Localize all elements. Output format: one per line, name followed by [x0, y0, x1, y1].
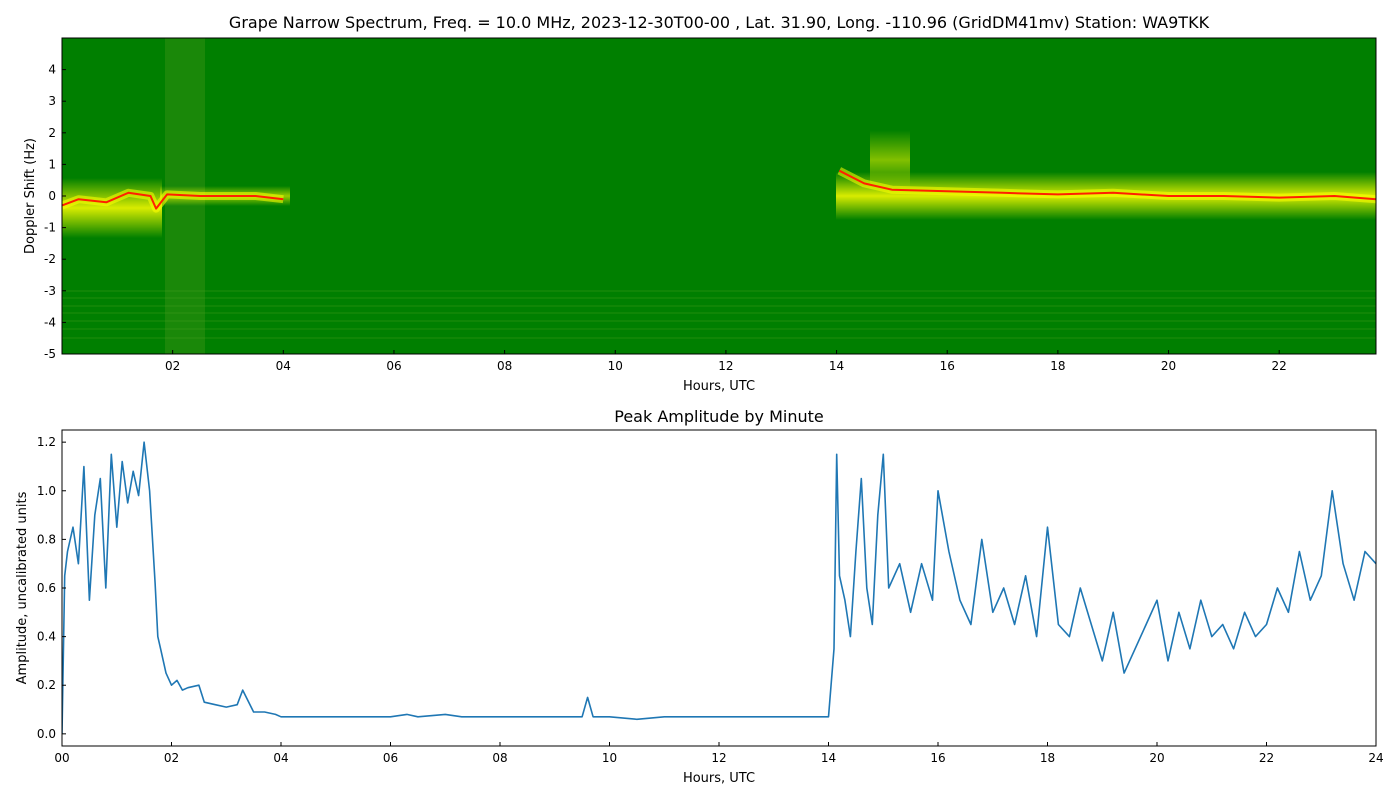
amplitude-y-tick-label: 0.6	[37, 581, 56, 595]
amplitude-x-tick-label: 18	[1040, 751, 1055, 765]
spectrogram-x-tick-label: 14	[829, 359, 844, 373]
amplitude-line-0	[62, 441, 1376, 734]
amplitude-y-tick-label: 1.2	[37, 435, 56, 449]
amplitude-x-tick-label: 20	[1149, 751, 1164, 765]
spectrogram-glow-burst	[870, 130, 910, 190]
amplitude-panel: Peak Amplitude by Minute 00 02 04 06 08 10 12 1…	[15, 407, 1384, 786]
spectrogram-title: Grape Narrow Spectrum, Freq. = 10.0 MHz,…	[229, 13, 1210, 32]
amplitude-y-tick-label: 0.4	[37, 630, 56, 644]
spectrogram-y-tick-label: -1	[44, 221, 56, 235]
amplitude-y-ticks: 0.0 0.2 0.4 0.6 0.8 1.0 1.2	[37, 435, 66, 741]
spectrogram-panel: Grape Narrow Spectrum, Freq. = 10.0 MHz,…	[23, 13, 1377, 394]
spectrogram-y-tick-label: -3	[44, 284, 56, 298]
amplitude-y-tick-label: 0.2	[37, 678, 56, 692]
spectrogram-y-label: Doppler Shift (Hz)	[23, 138, 38, 254]
spectrogram-x-tick-label: 06	[386, 359, 401, 373]
spectrogram-glow-early	[62, 178, 162, 238]
amplitude-x-label: Hours, UTC	[683, 771, 755, 786]
doppler-trace-line-early	[62, 191, 284, 210]
amplitude-plot-area	[62, 430, 1376, 746]
amplitude-x-tick-label: 08	[492, 751, 507, 765]
spectrogram-y-tick-label: 1	[48, 157, 56, 171]
spectrogram-y-tick-label: 2	[48, 126, 56, 140]
spectrogram-x-tick-label: 20	[1161, 359, 1176, 373]
spectrogram-x-tick-label: 12	[718, 359, 733, 373]
doppler-trace-line-late	[838, 169, 1376, 201]
amplitude-x-tick-label: 24	[1368, 751, 1383, 765]
spectrogram-y-tick-label: -4	[44, 315, 56, 329]
spectrogram-y-tick-label: -2	[44, 252, 56, 266]
amplitude-series	[62, 441, 1376, 734]
spectrogram-y-ticks: -5 -4 -3 -2 -1 0 1 2 3 4	[44, 63, 66, 361]
spectrogram-y-tick-label: -5	[44, 347, 56, 361]
spectrogram-x-tick-label: 08	[497, 359, 512, 373]
amplitude-y-tick-label: 0.8	[37, 532, 56, 546]
spectrogram-interference-lines	[62, 290, 1376, 339]
amplitude-x-ticks: 00 02 04 06 08 10 12 14 16 18 20 22 24	[54, 742, 1384, 765]
amplitude-x-tick-label: 14	[821, 751, 836, 765]
spectrogram-x-tick-label: 10	[608, 359, 623, 373]
doppler-trace	[62, 167, 1376, 213]
spectrogram-y-tick-label: 3	[48, 94, 56, 108]
spectrogram-x-ticks: 02 04 06 08 10 12 14 16 18 20 22	[165, 350, 1287, 373]
amplitude-y-tick-label: 1.0	[37, 484, 56, 498]
amplitude-x-tick-label: 22	[1259, 751, 1274, 765]
amplitude-x-tick-label: 04	[273, 751, 288, 765]
amplitude-x-tick-label: 06	[383, 751, 398, 765]
amplitude-x-tick-label: 10	[602, 751, 617, 765]
spectrogram-y-tick-label: 4	[48, 63, 56, 77]
amplitude-title: Peak Amplitude by Minute	[614, 407, 824, 426]
spectrogram-x-tick-label: 16	[940, 359, 955, 373]
spectrogram-x-label: Hours, UTC	[683, 379, 755, 394]
amplitude-x-tick-label: 12	[711, 751, 726, 765]
spectrogram-x-tick-label: 02	[165, 359, 180, 373]
amplitude-x-tick-label: 16	[930, 751, 945, 765]
amplitude-y-label: Amplitude, uncalibrated units	[15, 491, 30, 684]
amplitude-x-tick-label: 02	[164, 751, 179, 765]
spectrogram-x-tick-label: 18	[1050, 359, 1065, 373]
spectrogram-x-tick-label: 22	[1272, 359, 1287, 373]
amplitude-y-tick-label: 0.0	[37, 727, 56, 741]
spectrogram-y-tick-label: 0	[48, 189, 56, 203]
spectrogram-x-tick-label: 04	[276, 359, 291, 373]
amplitude-x-tick-label: 00	[54, 751, 69, 765]
